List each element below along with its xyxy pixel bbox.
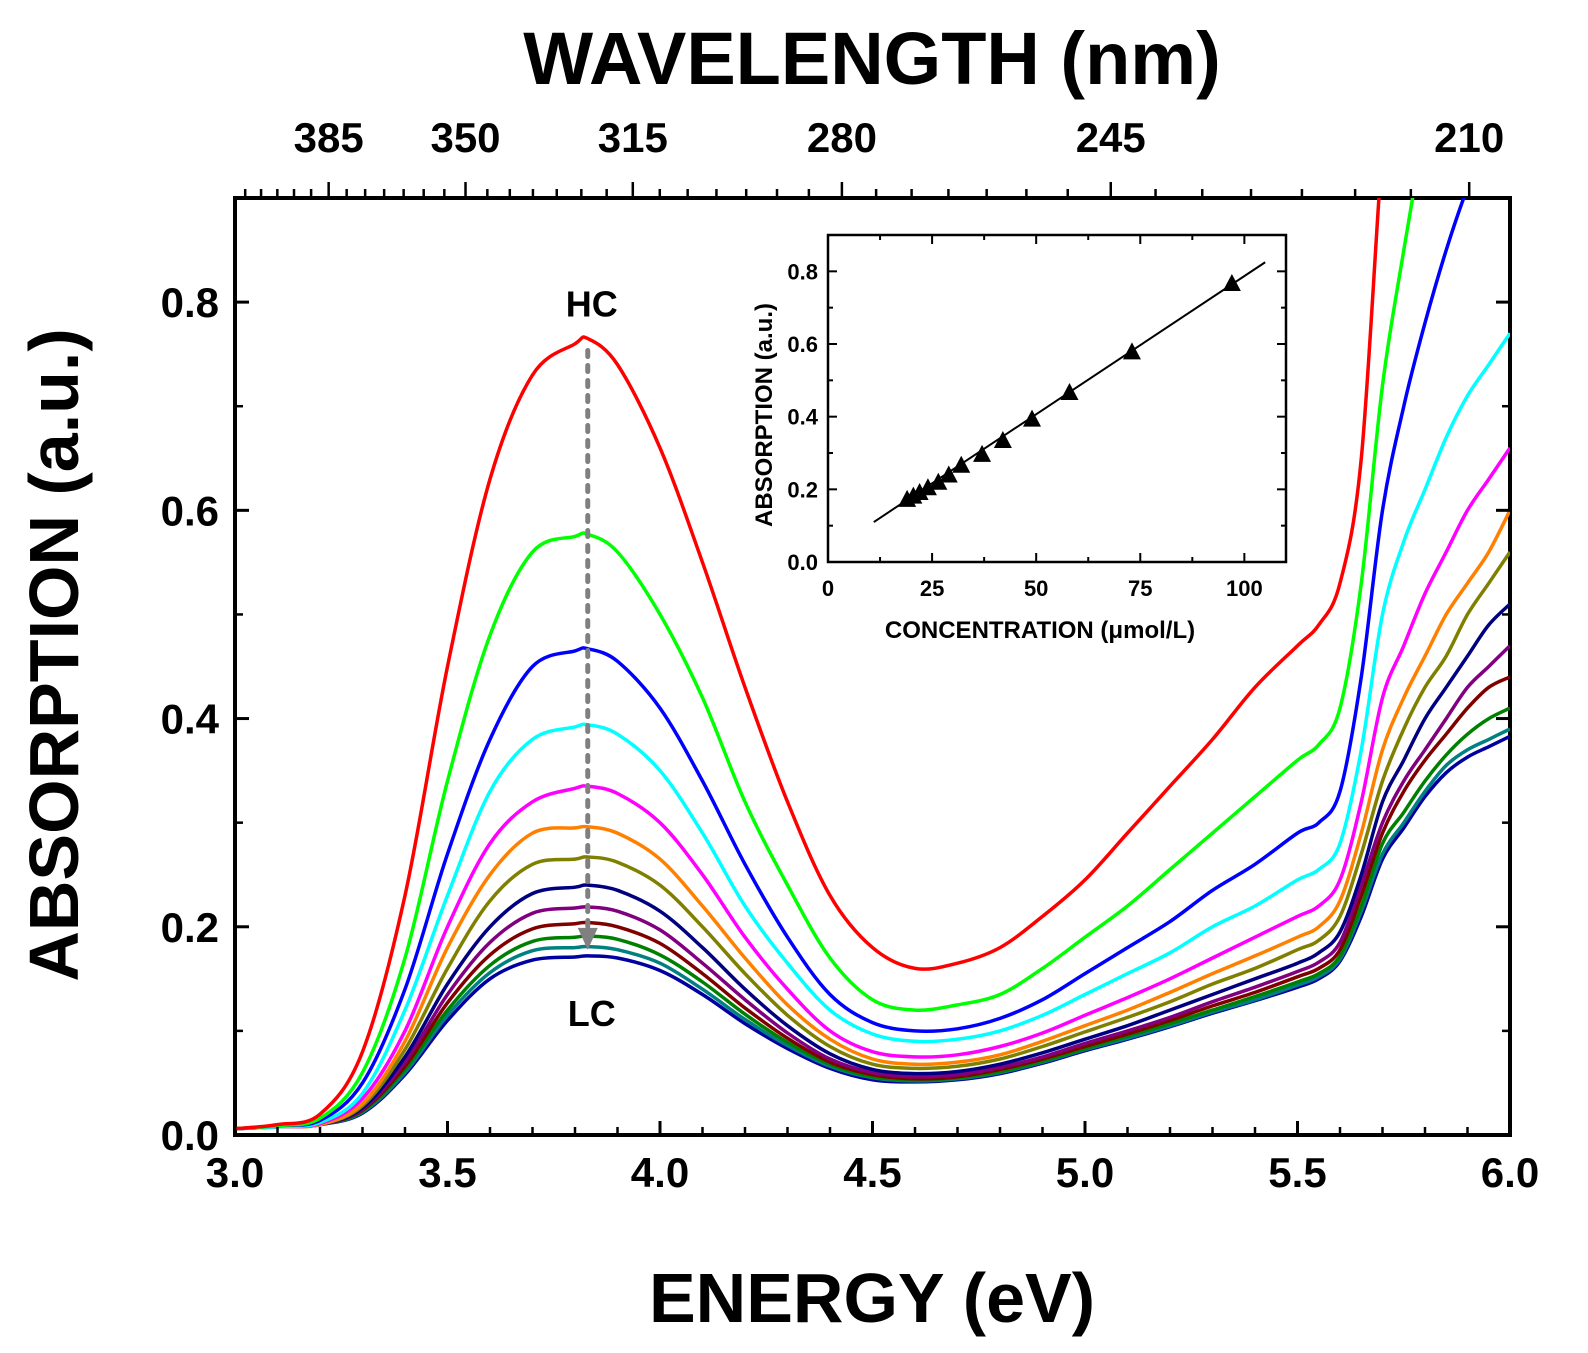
x-tick-label: 4.5	[843, 1149, 901, 1196]
inset-axes: 0 25 50 75 100 0.0 0.2 0.4 0.6 0.8	[787, 234, 1286, 601]
main-curves	[235, 198, 1510, 1131]
label-hc: HC	[566, 284, 618, 325]
x-tick-label: 6.0	[1481, 1149, 1539, 1196]
inset-x-tick-label: 100	[1226, 576, 1263, 601]
series-line	[235, 198, 1466, 1131]
series-line	[235, 332, 1510, 1131]
inset-x-tick-label: 0	[822, 576, 834, 601]
x-tick-label: 3.0	[206, 1149, 264, 1196]
x-tick-label: 4.0	[631, 1149, 689, 1196]
triangle-marker	[910, 482, 929, 500]
label-lc: LC	[568, 993, 616, 1034]
x-tick-label: 5.0	[1056, 1149, 1114, 1196]
inset-y-tick-label: 0.2	[787, 477, 818, 502]
series-line	[235, 551, 1510, 1131]
x-tick-label: 5.5	[1268, 1149, 1326, 1196]
y-tick-label: 0.6	[161, 487, 219, 534]
triangle-marker	[939, 465, 958, 483]
top-tick-label: 245	[1076, 114, 1146, 161]
triangle-marker	[993, 431, 1012, 449]
triangle-marker	[918, 478, 937, 496]
inset-y-axis-title: ABSORPTION (a.u.)	[751, 303, 778, 527]
inset-frame	[826, 233, 1288, 564]
y-tick-label: 0.4	[161, 696, 220, 743]
triangle-marker	[929, 472, 948, 490]
x-tick-label: 3.5	[418, 1149, 476, 1196]
series-line	[235, 509, 1510, 1131]
y-tick-label: 0.0	[161, 1112, 219, 1159]
main-axes: 3.0 3.5 4.0 4.5 5.0 5.5 6.0 0.0 0.2 0.4 0.6 0.8	[161, 196, 1539, 1196]
top-axis-title: WAVELENGTH (nm)	[523, 17, 1220, 100]
triangle-marker	[973, 444, 992, 462]
triangle-marker	[1122, 342, 1141, 360]
top-tick-label: 315	[598, 114, 668, 161]
series-line	[235, 675, 1510, 1131]
inset-y-tick-label: 0.8	[787, 259, 818, 284]
inset-chart: 0 25 50 75 100 0.0 0.2 0.4 0.6 0.8 CONCENTRATION …	[751, 233, 1288, 644]
inset-x-tick-label: 25	[920, 576, 944, 601]
inset-x-tick-label: 75	[1128, 576, 1152, 601]
inset-y-tick-label: 0.4	[787, 405, 818, 430]
inset-x-axis-title: CONCENTRATION (μmol/L)	[885, 617, 1195, 644]
series-line	[235, 602, 1510, 1131]
inset-y-tick-label: 0.0	[787, 550, 818, 575]
series-line	[235, 198, 1415, 1131]
top-axis: 385 350 315 280 245 210	[243, 114, 1504, 198]
x-axis-title: ENERGY (eV)	[649, 1259, 1095, 1337]
series-line	[235, 198, 1381, 1131]
top-tick-label: 350	[430, 114, 500, 161]
y-axis-title: ABSORPTION (a.u.)	[15, 328, 93, 981]
top-tick-label: 385	[294, 114, 364, 161]
annotations: HC LC	[566, 284, 618, 1034]
inset-y-tick-label: 0.6	[787, 332, 818, 357]
inset-points	[898, 274, 1241, 507]
triangle-marker	[952, 455, 971, 473]
series-line	[235, 644, 1510, 1131]
inset-x-tick-label: 50	[1024, 576, 1048, 601]
y-tick-label: 0.2	[161, 904, 219, 951]
top-tick-label: 280	[807, 114, 877, 161]
y-tick-label: 0.8	[161, 279, 219, 326]
series-line	[235, 446, 1510, 1131]
arrow-head-icon	[577, 927, 598, 950]
triangle-marker	[1060, 383, 1079, 401]
triangle-marker	[1023, 409, 1042, 427]
top-tick-label: 210	[1434, 114, 1504, 161]
triangle-marker	[1222, 274, 1241, 292]
